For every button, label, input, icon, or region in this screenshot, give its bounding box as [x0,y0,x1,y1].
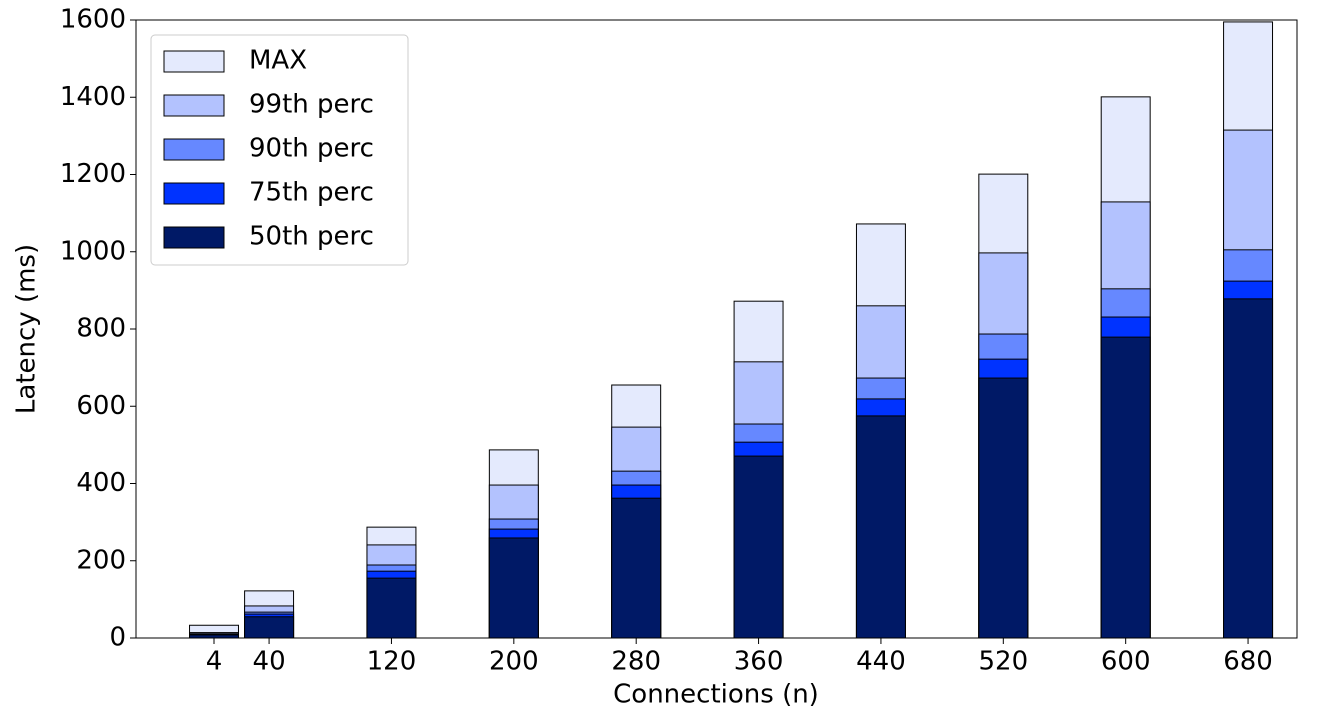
bar [366,577,417,639]
x-tick-label: 520 [978,647,1028,677]
y-tick-label: 200 [76,545,126,575]
bar [488,537,539,639]
legend-swatch [163,50,225,73]
y-tick-label: 1600 [60,5,126,35]
y-tick-label: 600 [76,391,126,421]
legend-frame [150,34,409,266]
y-axis-label: Latency (ms) [12,244,42,414]
x-tick-label: 4 [206,647,223,677]
x-tick-label: 200 [489,647,539,677]
bar [855,415,906,639]
y-tick-label: 1000 [60,236,126,266]
bar [1100,336,1151,639]
x-tick-label: 600 [1101,647,1151,677]
bar [244,616,295,639]
legend-label: 50th perc [249,222,374,252]
y-tick-label: 1200 [60,159,126,189]
legend-swatch [163,94,225,117]
bar [733,455,784,639]
y-tick-label: 400 [76,468,126,498]
y-tick-label: 800 [76,314,126,344]
bar [1223,298,1274,639]
legend-swatch [163,138,225,161]
x-tick-label: 40 [253,647,286,677]
legend-label: MAX [249,46,307,76]
x-tick-label: 120 [367,647,417,677]
x-tick-label: 680 [1223,647,1273,677]
x-tick-label: 360 [734,647,784,677]
legend-label: 99th perc [249,90,374,120]
bar [611,497,662,639]
y-tick-label: 0 [109,623,126,653]
legend-swatch [163,182,225,205]
x-tick-label: 280 [611,647,661,677]
bar [978,377,1029,639]
legend-label: 90th perc [249,134,374,164]
legend-label: 75th perc [249,178,374,208]
legend-swatch [163,226,225,249]
x-tick-label: 440 [856,647,906,677]
x-axis-label: Connections (n) [613,680,819,710]
y-tick-label: 1400 [60,82,126,112]
